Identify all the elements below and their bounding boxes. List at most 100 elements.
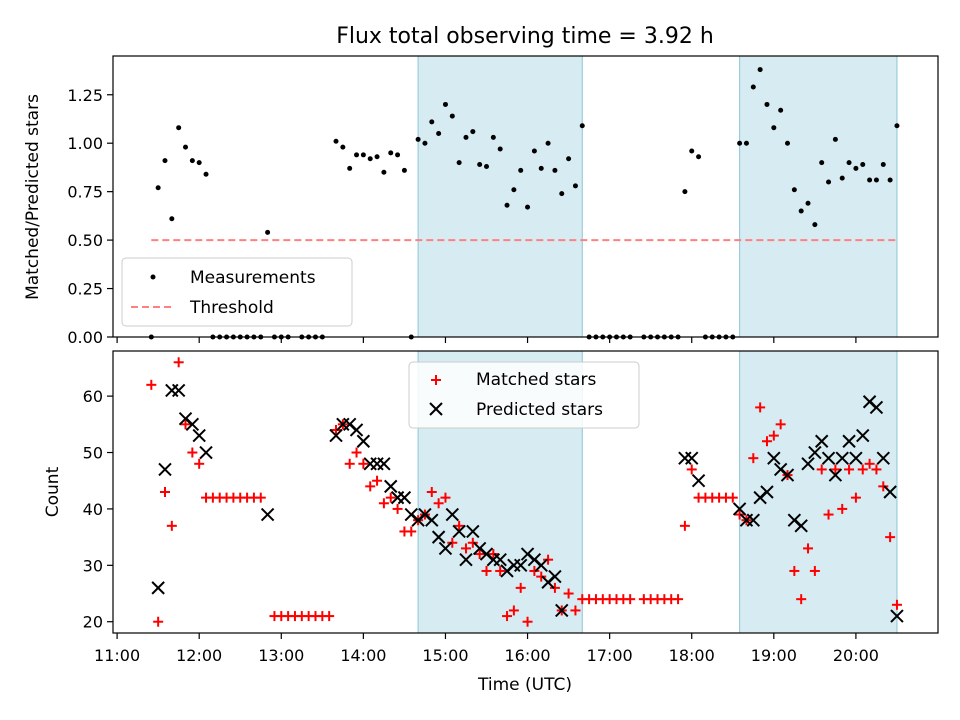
- predicted-star-point: [192, 428, 206, 443]
- matched-star-point: [823, 509, 834, 520]
- shaded-interval: [417, 55, 583, 338]
- measurement-point: [887, 177, 893, 183]
- legend-threshold-label: Threshold: [189, 298, 274, 318]
- matched-star-point: [440, 492, 451, 503]
- matched-star-point: [673, 594, 684, 605]
- matched-star-point: [844, 464, 855, 475]
- measurement-point: [518, 167, 524, 173]
- predicted-star-point: [329, 428, 343, 443]
- measurement-point: [826, 179, 832, 185]
- chart-title: Flux total observing time = 3.92 h: [336, 24, 714, 49]
- predicted-star-point: [890, 609, 904, 623]
- measurement-point: [497, 146, 503, 152]
- matched-star-point: [789, 565, 800, 576]
- measurement-point: [169, 216, 175, 222]
- predicted-star-point: [801, 457, 815, 471]
- predicted-star-point: [384, 479, 398, 494]
- measurement-point: [771, 125, 777, 131]
- measurement-point: [422, 140, 428, 146]
- matched-star-point: [768, 430, 779, 441]
- y-tick-label: 50: [83, 444, 103, 463]
- matched-star-point: [679, 520, 690, 531]
- y-tick-label: 60: [83, 387, 103, 406]
- measurement-point: [265, 229, 271, 235]
- measurement-point: [689, 148, 695, 154]
- measurement-point: [750, 84, 756, 90]
- matched-star-point: [447, 537, 458, 548]
- measurement-point: [449, 113, 455, 119]
- measurement-point: [853, 165, 859, 171]
- matched-star-point: [796, 594, 807, 605]
- matched-star-point: [857, 464, 868, 475]
- predicted-star-point: [514, 558, 528, 573]
- predicted-star-point: [349, 423, 364, 437]
- matched-star-point: [625, 594, 636, 605]
- predicted-star-point: [431, 530, 446, 544]
- measurement-point: [805, 200, 811, 206]
- predicted-star-point: [493, 552, 507, 567]
- y-tick-label: 30: [83, 556, 103, 575]
- matched-star-point: [878, 481, 889, 492]
- matched-star-point: [502, 611, 513, 622]
- measurement-point: [696, 154, 702, 160]
- measurement-point: [531, 148, 537, 154]
- matched-star-point: [529, 565, 540, 576]
- matched-star-point: [392, 503, 403, 514]
- bottom-legend-box: [408, 361, 640, 429]
- measurement-point: [743, 140, 749, 146]
- measurement-point: [415, 136, 421, 142]
- measurement-point: [682, 189, 688, 195]
- measurement-point: [490, 134, 496, 140]
- measurement-point: [155, 185, 161, 191]
- measurement-point: [511, 187, 517, 193]
- matched-star-point: [727, 492, 738, 503]
- x-axis-label: Time (UTC): [477, 675, 572, 695]
- predicted-star-point: [842, 434, 856, 448]
- matched-star-point: [474, 549, 485, 560]
- predicted-star-point: [856, 428, 870, 443]
- matched-star-point: [515, 582, 526, 593]
- predicted-star-point: [869, 400, 884, 415]
- x-tick-label: 20:00: [833, 646, 879, 665]
- y-tick-label: 1.00: [67, 134, 103, 153]
- measurement-point: [572, 183, 578, 189]
- predicted-star-point: [746, 513, 761, 527]
- matched-star-point: [358, 458, 369, 469]
- predicted-star-point: [445, 507, 460, 522]
- matched-star-point: [803, 543, 814, 554]
- legend-measurements-marker: [150, 274, 156, 280]
- matched-star-point: [159, 487, 170, 497]
- matched-star-point: [365, 481, 376, 492]
- measurement-point: [757, 67, 763, 73]
- measurement-point: [354, 152, 360, 158]
- matched-star-point: [385, 492, 396, 503]
- measurement-point: [367, 156, 373, 162]
- bottom-legend: Matched stars Predicted stars: [408, 361, 640, 429]
- measurement-point: [764, 101, 770, 107]
- measurement-point: [737, 140, 743, 146]
- measurement-point: [463, 134, 469, 140]
- measurement-point: [381, 169, 387, 175]
- measurement-point: [778, 107, 784, 113]
- predicted-star-point: [678, 451, 692, 465]
- measurement-point: [545, 140, 551, 146]
- measurement-point: [436, 131, 442, 137]
- matched-star-point: [543, 554, 554, 565]
- x-tick-label: 16:00: [504, 646, 550, 665]
- matched-star-point: [748, 453, 759, 464]
- predicted-star-point: [377, 457, 391, 471]
- measurement-point: [832, 136, 838, 142]
- matched-star-point: [406, 526, 417, 537]
- matched-star-point: [809, 565, 820, 576]
- x-tick-label: 15:00: [422, 646, 468, 665]
- x-tick-label: 19:00: [751, 646, 797, 665]
- predicted-star-point: [356, 434, 371, 448]
- measurement-point: [360, 152, 366, 158]
- measurement-point: [203, 171, 209, 177]
- predicted-star-point: [876, 451, 890, 465]
- matched-star-point: [344, 458, 355, 469]
- measurement-point: [559, 191, 565, 197]
- x-tick-label: 12:00: [176, 646, 222, 665]
- legend-predicted-label: Predicted stars: [476, 400, 603, 420]
